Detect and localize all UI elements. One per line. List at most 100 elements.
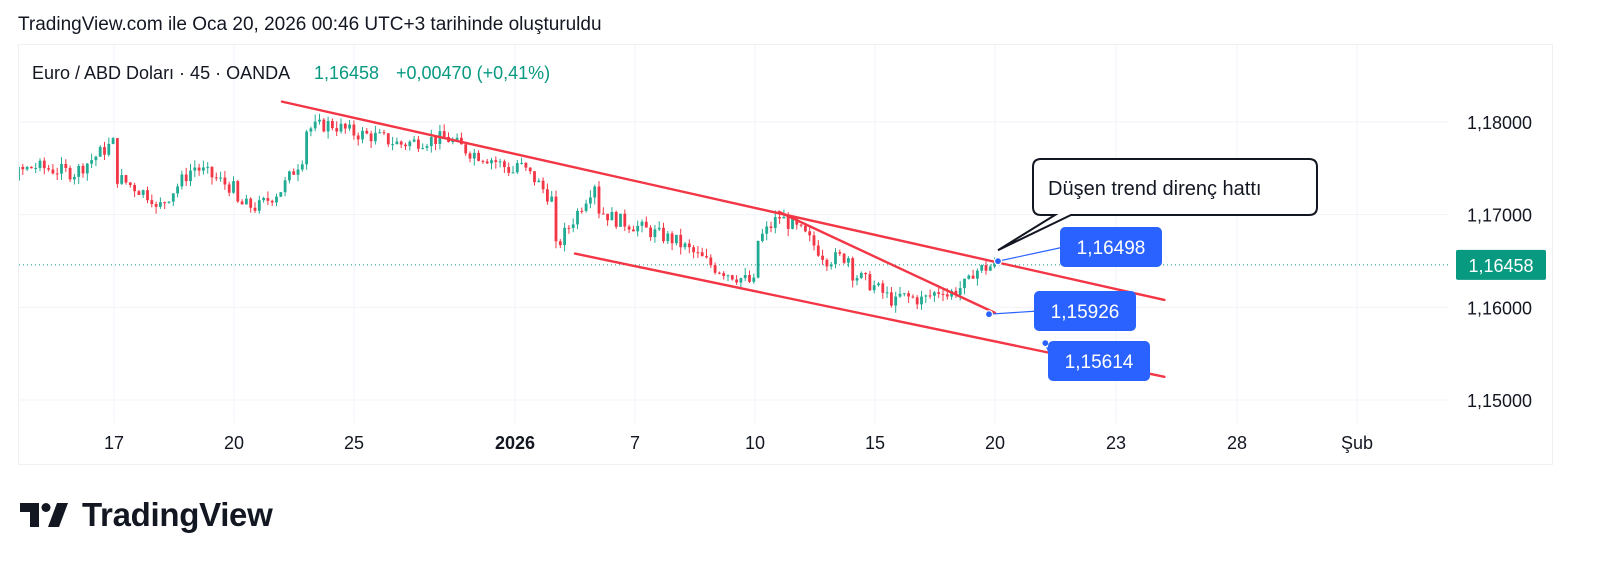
candle-body [700, 252, 704, 257]
callout-text: Düşen trend direnç hattı [1048, 178, 1261, 200]
candle-body [670, 233, 674, 244]
candle-body [851, 258, 855, 281]
candle-body [154, 204, 158, 207]
candle-body [623, 213, 627, 227]
candle-body [524, 162, 528, 168]
candle-body [868, 274, 872, 291]
candle-body [971, 275, 975, 279]
candle-body [976, 270, 979, 279]
candle-body [120, 175, 124, 184]
candle-body [825, 259, 829, 267]
candle-body [210, 166, 214, 178]
candle-body [786, 216, 790, 229]
candle-body [804, 225, 807, 232]
candle-body [890, 292, 893, 306]
candle-body [339, 123, 343, 132]
candle-body [490, 160, 493, 164]
candle-body [189, 170, 192, 182]
price-label-box[interactable] [1034, 291, 1136, 331]
candle-body [150, 200, 154, 205]
candle-body [584, 203, 588, 211]
candle-body [829, 264, 833, 267]
candle-body [68, 167, 72, 180]
last-price-badge [1456, 249, 1546, 280]
candle-body [743, 275, 747, 279]
candle-body [116, 138, 119, 184]
candle-body [107, 143, 111, 155]
trendline-inner-resistance[interactable] [777, 210, 997, 315]
price-label-box[interactable] [1048, 341, 1150, 381]
candle-body [386, 133, 390, 145]
candle-body [834, 252, 837, 265]
candle-body [318, 119, 321, 122]
candle-body [769, 226, 773, 228]
candle-body [915, 297, 919, 305]
candle-body [180, 174, 184, 187]
candle-body [352, 124, 356, 136]
candle-body [735, 279, 738, 283]
candle-body [309, 128, 313, 132]
x-axis-tick-label: 25 [344, 433, 364, 453]
candle-body [64, 163, 68, 168]
trendline-upper-channel[interactable] [280, 100, 1166, 302]
candle-body [163, 202, 167, 204]
candle-body [576, 210, 579, 225]
candle-body [361, 130, 364, 140]
brand-name: TradingView [82, 496, 273, 533]
candle-body [877, 283, 880, 286]
price-chart[interactable]: Euro / ABD Doları · 45 · OANDA 1,16458 +0,… [19, 45, 1552, 464]
candle-body [249, 198, 253, 208]
x-axis-tick-label: 20 [224, 433, 244, 453]
candle-body [791, 218, 794, 229]
candle-body [773, 217, 777, 228]
candle-body [94, 156, 98, 161]
candle-body [511, 172, 515, 174]
candle-body [477, 152, 480, 161]
candle-body [928, 295, 932, 297]
candle-body [601, 213, 605, 215]
candle-body [283, 180, 287, 193]
candle-body [520, 162, 523, 164]
candle-body [692, 247, 695, 253]
candle-body [546, 189, 549, 202]
candle-body [911, 296, 915, 298]
candle-body [752, 277, 756, 282]
candle-body [279, 192, 283, 197]
candle-body [124, 175, 128, 183]
candle-body [795, 218, 799, 225]
callout-bubble[interactable] [997, 158, 1318, 252]
candle-body [872, 285, 876, 291]
candle-body [718, 272, 721, 274]
candle-body [223, 177, 227, 185]
candle-body [103, 147, 106, 155]
tradingview-brand[interactable]: TradingView [20, 496, 273, 534]
candle-body [709, 257, 713, 266]
tradingview-logo-icon [20, 503, 68, 527]
candle-body [748, 275, 751, 282]
candle-body [197, 167, 201, 171]
candle-body [855, 277, 859, 281]
price-label-anchor-dot[interactable] [984, 310, 994, 319]
candle-body [644, 221, 648, 228]
candle-body [193, 167, 197, 171]
price-label-box[interactable] [1060, 227, 1162, 267]
candle-body [941, 293, 945, 295]
candle-body [30, 166, 33, 169]
candle-body [343, 123, 347, 129]
candle-body [322, 119, 326, 132]
candle-body [898, 293, 902, 297]
candle-body [51, 169, 55, 174]
y-axis-tick-label: 1,17000 [1467, 206, 1532, 226]
candle-body [167, 201, 171, 203]
price-label-anchor-dot[interactable] [993, 257, 1003, 266]
symbol-name: Euro / ABD Doları · 45 · OANDA [32, 63, 290, 83]
price-label-anchor-dot[interactable] [1041, 339, 1050, 348]
candle-body [408, 141, 412, 147]
price-label-text: 1,15926 [1051, 302, 1120, 323]
candle-body [455, 137, 459, 140]
candle-body [42, 160, 46, 169]
candle-body [838, 252, 842, 254]
candle-body [481, 160, 485, 162]
candle-body [589, 197, 592, 204]
chart-panel[interactable]: Euro / ABD Doları · 45 · OANDA 1,16458 +0,… [18, 44, 1553, 465]
